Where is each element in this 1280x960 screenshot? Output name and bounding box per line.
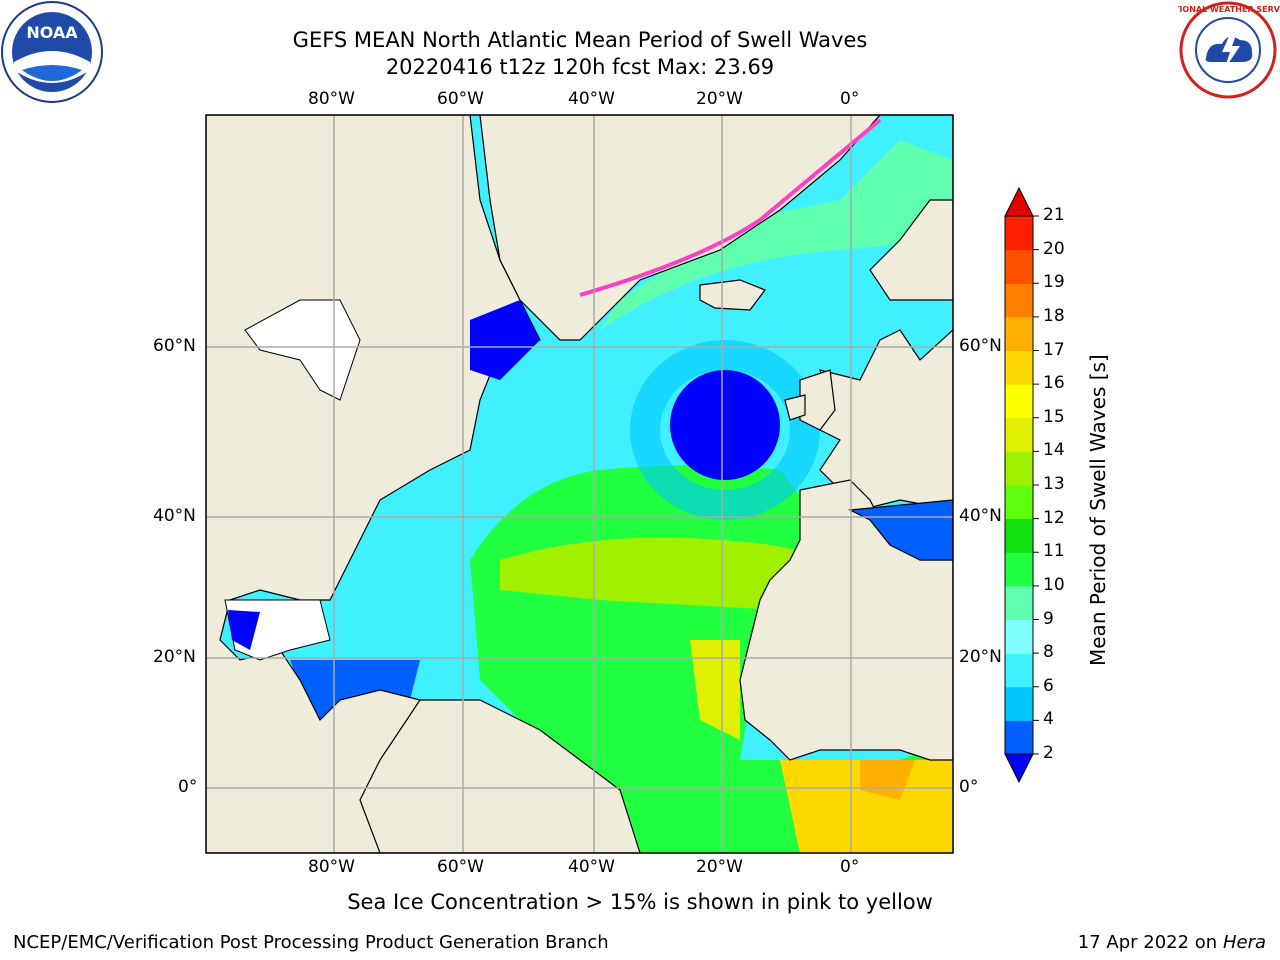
lon-label-top-60w: 60°W bbox=[437, 89, 484, 109]
mediterranean bbox=[847, 499, 953, 561]
hudson-bay bbox=[244, 299, 361, 401]
lon-label-bottom-60w: 60°W bbox=[437, 857, 484, 877]
colorbar-tick-label: 8 bbox=[1043, 642, 1054, 663]
colorbar-segment bbox=[1005, 518, 1033, 553]
colorbar-tick-label: 20 bbox=[1043, 238, 1065, 259]
chart-title: GEFS MEAN North Atlantic Mean Period of … bbox=[292, 28, 868, 52]
colorbar-tick-label: 19 bbox=[1043, 272, 1065, 293]
colorbar-tick-label: 11 bbox=[1043, 541, 1065, 562]
lat-label-left-0: 0° bbox=[178, 777, 198, 797]
land-south-america bbox=[359, 699, 641, 853]
colorbar-tick-label: 21 bbox=[1043, 205, 1065, 225]
colorbar-over-arrow bbox=[1004, 186, 1034, 217]
colorbar-segment bbox=[1005, 552, 1033, 587]
lat-label-left-20n: 20°N bbox=[153, 647, 196, 667]
lon-label-bottom-20w: 20°W bbox=[696, 857, 743, 877]
colorbar-segment bbox=[1005, 485, 1033, 520]
colorbar-tick-label: 10 bbox=[1043, 574, 1065, 595]
land-greenland bbox=[479, 115, 881, 341]
colorbar-segment bbox=[1005, 417, 1033, 452]
colorbar-segment bbox=[1005, 216, 1033, 251]
nws-logo: NATIONAL WEATHER SERVICE bbox=[1178, 1, 1280, 99]
colorbar-tick-label: 13 bbox=[1043, 474, 1065, 494]
lon-label-bottom-0: 0° bbox=[840, 857, 860, 877]
colorbar-segment bbox=[1005, 653, 1033, 688]
lon-label-top-20w: 20°W bbox=[696, 89, 743, 109]
colorbar-segment bbox=[1005, 619, 1033, 654]
colorbar-segment bbox=[1005, 283, 1033, 318]
colorbar-tick-label: 4 bbox=[1043, 709, 1054, 730]
colorbar-segment bbox=[1005, 384, 1033, 419]
lat-label-left-40n: 40°N bbox=[153, 506, 196, 526]
lon-label-top-0: 0° bbox=[840, 89, 860, 109]
colorbar-tick-label: 16 bbox=[1043, 373, 1065, 394]
colorbar-tick-label: 9 bbox=[1043, 608, 1054, 629]
swell-field-guinea bbox=[780, 760, 953, 853]
noaa-logo-text: NOAA bbox=[26, 23, 78, 42]
chart-subtitle: 20220416 t12z 120h fcst Max: 23.69 bbox=[385, 55, 775, 79]
colorbar-segment bbox=[1005, 585, 1033, 620]
lat-label-right-20n: 20°N bbox=[959, 647, 1002, 667]
swell-field-yellow bbox=[690, 640, 740, 740]
land-iceland bbox=[699, 279, 766, 311]
sea-ice-note: Sea Ice Concentration > 15% is shown in … bbox=[347, 890, 933, 914]
colorbar-under-arrow bbox=[1004, 753, 1034, 784]
colorbar-tick-label: 2 bbox=[1043, 743, 1054, 763]
nws-logo-text: NATIONAL WEATHER SERVICE bbox=[1178, 5, 1280, 14]
graticule bbox=[206, 115, 953, 853]
swell-field-lightgreen bbox=[600, 140, 953, 330]
colorbar-tick-label: 12 bbox=[1043, 507, 1065, 528]
lon-label-top-40w: 40°W bbox=[568, 89, 615, 109]
colorbar-segment bbox=[1005, 350, 1033, 385]
footer-right: 17 Apr 2022 on Hera bbox=[1078, 932, 1266, 953]
colorbar-tick-label: 18 bbox=[1043, 305, 1065, 326]
colorbar-segment bbox=[1005, 316, 1033, 351]
colorbar-segment bbox=[1005, 451, 1033, 486]
lon-label-bottom-40w: 40°W bbox=[568, 857, 615, 877]
footer-date: 17 Apr 2022 on bbox=[1077, 932, 1223, 953]
colorbar-tick-label: 17 bbox=[1043, 339, 1065, 360]
swell-field-yellowgreen bbox=[500, 537, 820, 610]
map-panel bbox=[206, 115, 953, 853]
colorbar-segment bbox=[1005, 249, 1033, 284]
lat-label-left-60n: 60°N bbox=[153, 336, 196, 356]
swell-low-core bbox=[670, 370, 780, 480]
sea-ice-edge bbox=[579, 118, 882, 297]
colorbar bbox=[1004, 186, 1039, 784]
lat-label-right-0: 0° bbox=[959, 777, 979, 797]
colorbar-segment bbox=[1005, 686, 1033, 721]
lon-label-top-80w: 80°W bbox=[308, 89, 355, 109]
footer-left: NCEP/EMC/Verification Post Processing Pr… bbox=[13, 932, 609, 953]
colorbar-segment bbox=[1005, 720, 1033, 755]
colorbar-title: Mean Period of Swell Waves [s] bbox=[1086, 354, 1110, 666]
colorbar-tick-label: 6 bbox=[1043, 675, 1054, 696]
lat-label-right-60n: 60°N bbox=[959, 336, 1002, 356]
footer-host: Hera bbox=[1222, 932, 1266, 953]
colorbar-tick-label: 15 bbox=[1043, 406, 1065, 427]
lat-label-right-40n: 40°N bbox=[959, 506, 1002, 526]
lon-label-bottom-80w: 80°W bbox=[308, 857, 355, 877]
noaa-logo: NOAA bbox=[1, 1, 103, 103]
colorbar-tick-label: 14 bbox=[1043, 440, 1065, 461]
map-frame bbox=[205, 114, 954, 854]
